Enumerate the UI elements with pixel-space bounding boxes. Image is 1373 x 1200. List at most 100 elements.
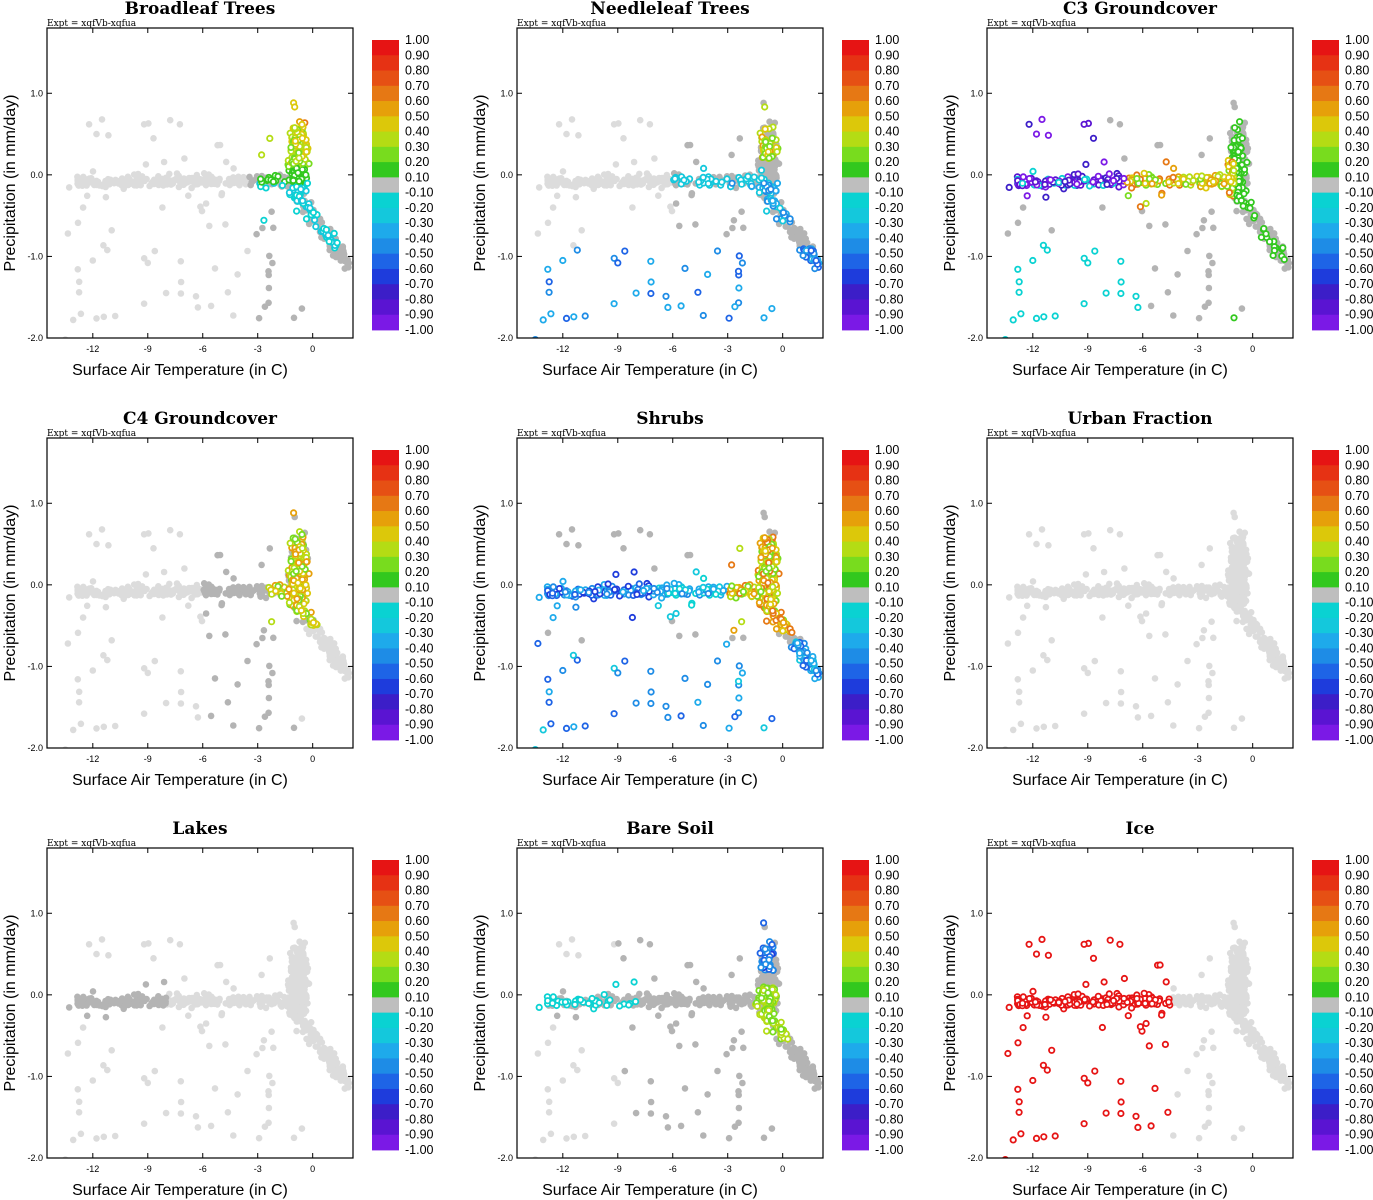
x-tick-label: -9 [614, 344, 622, 354]
scatter-point [1182, 180, 1190, 188]
scatter-point [244, 247, 251, 255]
scatter-point [294, 169, 302, 177]
scatter-point [1258, 219, 1266, 226]
scatter-point [750, 590, 758, 598]
scatter-point [180, 585, 188, 592]
scatter-point [230, 575, 237, 582]
scatter-point [563, 540, 570, 548]
scatter-point [562, 314, 571, 322]
scatter-point [1158, 191, 1166, 199]
colorbar-swatch [842, 556, 869, 573]
scatter-point [297, 606, 305, 615]
scatter-point [162, 289, 170, 297]
colorbar-swatch [842, 146, 869, 163]
scatter-point [635, 580, 643, 588]
scatter-point [736, 135, 744, 142]
scatter-point [1206, 252, 1213, 260]
scatter-point [559, 666, 567, 675]
scatter-point [604, 170, 612, 178]
scatter-point [725, 314, 733, 322]
x-tick-label: -12 [86, 344, 99, 354]
scatter-point [734, 677, 743, 685]
colorbar-swatch [842, 572, 869, 588]
colorbar-label: -1.00 [405, 733, 434, 747]
scatter-point [703, 680, 712, 689]
scatter-point [166, 170, 173, 178]
scatter-point [651, 155, 658, 162]
scatter-point [166, 526, 174, 534]
scatter-point [639, 587, 648, 595]
colorbar-label: 0.40 [405, 535, 429, 549]
scatter-point [1055, 178, 1063, 186]
scatter-point [762, 207, 771, 215]
scatter-point [318, 219, 326, 226]
scatter-point [77, 310, 85, 318]
scatter-point [74, 266, 82, 273]
scatter-point [694, 288, 702, 296]
colorbar-swatch [372, 556, 399, 573]
scatter-point [1140, 169, 1148, 177]
scatter-point [1266, 238, 1274, 246]
scatter-point [581, 722, 589, 730]
scatter-point [144, 259, 152, 267]
scatter-point [1170, 164, 1178, 172]
x-tick-label: -9 [144, 344, 152, 354]
colorbar-swatch [372, 101, 399, 117]
scatter-point [620, 135, 627, 142]
scatter-point [253, 230, 260, 238]
scatter-point [571, 590, 579, 599]
colorbar-swatch [372, 314, 399, 331]
colorbar-label: 0.50 [405, 519, 429, 533]
scatter-point [100, 242, 107, 249]
colorbar-label: 0.70 [405, 79, 429, 93]
scatter-point [93, 315, 100, 322]
scatter-point [1200, 217, 1208, 224]
scatter-point [636, 170, 643, 178]
scatter-point [62, 746, 69, 748]
y-tick-label: 0.0 [30, 580, 43, 590]
scatter-point [1206, 135, 1214, 142]
scatter-point [69, 316, 77, 324]
scatter-point [260, 627, 268, 634]
scatter-point [1230, 166, 1238, 175]
scatter-point [728, 179, 736, 187]
scatter-point [610, 300, 618, 308]
scatter-point [663, 584, 671, 593]
scatter-point [224, 289, 232, 296]
colorbar-label: 0.70 [875, 79, 899, 93]
scatter-point [306, 204, 314, 212]
colorbar-label: -0.40 [875, 641, 904, 655]
scatter-point [1117, 289, 1125, 298]
scatter-point [1208, 208, 1215, 215]
scatter-point [1023, 192, 1031, 200]
scatter-point [111, 722, 119, 730]
scatter-point [270, 224, 277, 232]
scatter-point [303, 589, 312, 597]
scatter-point [1209, 178, 1218, 186]
colorbar-label: -0.90 [875, 718, 904, 732]
scatter-point [1231, 124, 1239, 132]
scatter-point [650, 584, 658, 593]
scatter-point [686, 551, 694, 559]
colorbar-swatch [372, 450, 399, 466]
scatter-point [535, 184, 543, 191]
scatter-point [1243, 215, 1250, 223]
x-tick-label: 0 [310, 344, 315, 354]
scatter-point [562, 178, 569, 186]
scatter-point [647, 688, 655, 696]
colorbar-swatch [842, 101, 869, 117]
scatter-point [337, 247, 345, 254]
scatter-point [208, 180, 216, 187]
scatter-point [1227, 178, 1235, 186]
scatter-point [107, 586, 114, 594]
scatter-point [1099, 204, 1106, 211]
scatter-point [1151, 265, 1159, 272]
scatter-point [1198, 151, 1205, 159]
colorbar: 1.000.900.800.700.600.500.400.300.200.10… [372, 33, 434, 337]
colorbar-swatch [842, 511, 869, 527]
scatter-point [547, 310, 555, 318]
x-tick-label: -9 [1084, 344, 1092, 354]
scatter-point [572, 603, 580, 611]
scatter-point [738, 259, 747, 267]
colorbar-label: -0.50 [405, 247, 434, 261]
